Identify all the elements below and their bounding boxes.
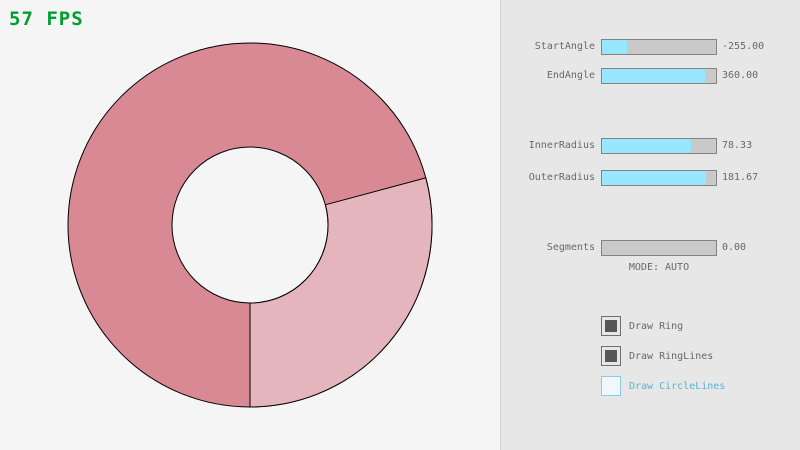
draw-circlelines-checkbox-label: Draw CircleLines xyxy=(629,380,726,392)
outerradius-row: OuterRadius 181.67 xyxy=(501,170,800,186)
outerradius-slider[interactable] xyxy=(601,170,717,186)
draw-ring-checkbox-label: Draw Ring xyxy=(629,320,684,332)
draw-ring-checkbox-box[interactable] xyxy=(601,316,621,336)
draw-ring-checkbox[interactable]: Draw Ring xyxy=(601,316,683,336)
startangle-row: StartAngle -255.00 xyxy=(501,39,800,55)
segments-row: Segments 0.00 xyxy=(501,240,800,256)
innerradius-label: InnerRadius xyxy=(528,140,595,151)
segments-mode-label: MODE: AUTO xyxy=(628,262,690,273)
endangle-value: 360.00 xyxy=(722,70,759,81)
startangle-slider-fill xyxy=(602,40,627,54)
draw-circlelines-checkbox[interactable]: Draw CircleLines xyxy=(601,376,725,396)
segments-slider[interactable] xyxy=(601,240,717,256)
endangle-label: EndAngle xyxy=(546,70,595,81)
draw-ringlines-checkbox-box[interactable] xyxy=(601,346,621,366)
ring-chart xyxy=(67,42,433,408)
outerradius-slider-fill xyxy=(602,171,706,185)
innerradius-row: InnerRadius 78.33 xyxy=(501,138,800,154)
checkbox-check-mark xyxy=(605,350,617,362)
startangle-value: -255.00 xyxy=(722,41,765,52)
endangle-slider[interactable] xyxy=(601,68,717,84)
draw-ringlines-checkbox[interactable]: Draw RingLines xyxy=(601,346,713,366)
endangle-row: EndAngle 360.00 xyxy=(501,68,800,84)
outerradius-value: 181.67 xyxy=(722,172,759,183)
innerradius-slider-fill xyxy=(602,139,692,153)
outerradius-label: OuterRadius xyxy=(528,172,595,183)
checkbox-check-mark xyxy=(605,380,617,392)
fps-counter: 57 FPS xyxy=(9,8,84,30)
innerradius-value: 78.33 xyxy=(722,140,753,151)
draw-circlelines-checkbox-box[interactable] xyxy=(601,376,621,396)
endangle-slider-fill xyxy=(602,69,705,83)
segments-label: Segments xyxy=(546,242,595,253)
draw-ringlines-checkbox-label: Draw RingLines xyxy=(629,350,714,362)
innerradius-slider[interactable] xyxy=(601,138,717,154)
segments-value: 0.00 xyxy=(722,242,747,253)
control-panel: StartAngle -255.00 EndAngle 360.00 Inner… xyxy=(500,0,800,450)
startangle-slider[interactable] xyxy=(601,39,717,55)
startangle-label: StartAngle xyxy=(534,41,595,52)
checkbox-check-mark xyxy=(605,320,617,332)
